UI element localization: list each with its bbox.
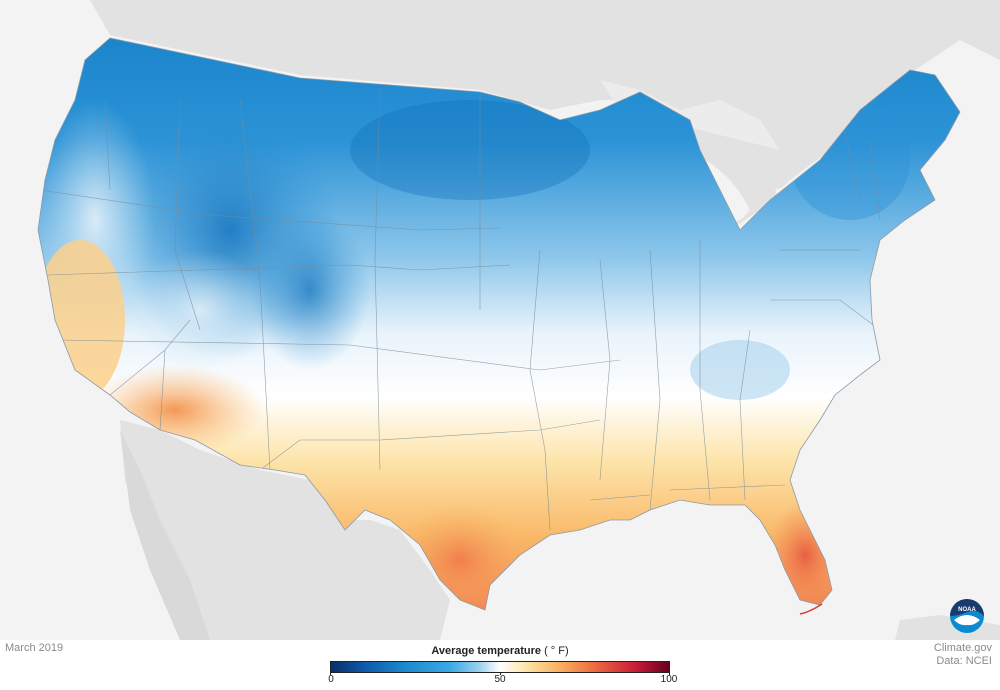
legend-title: Average temperature ( ° F) bbox=[330, 645, 670, 657]
credit-data: Data: NCEI bbox=[936, 655, 992, 667]
date-label: March 2019 bbox=[5, 642, 64, 654]
legend-tickmark-0 bbox=[330, 672, 331, 675]
noaa-logo-text: NOAA bbox=[958, 607, 976, 613]
florida-keys bbox=[799, 603, 823, 615]
legend-title-text: Average temperature bbox=[431, 645, 541, 657]
legend-tick-0: 0 bbox=[328, 674, 334, 685]
legend-tick-100: 100 bbox=[660, 674, 678, 685]
noaa-logo-icon: NOAA bbox=[950, 599, 984, 633]
legend-tickmark-50 bbox=[500, 672, 501, 675]
us-outline bbox=[37, 37, 961, 611]
credit: Climate.gov Data: NCEI bbox=[934, 642, 992, 668]
legend-tickmark-100 bbox=[669, 672, 670, 675]
map-panel bbox=[0, 0, 1000, 640]
temperature-map bbox=[37, 0, 1000, 640]
state-borders bbox=[39, 89, 881, 531]
credit-source: Climate.gov bbox=[933, 642, 992, 654]
legend-tick-50: 50 bbox=[494, 674, 506, 685]
legend-unit: ( ° F) bbox=[544, 645, 569, 657]
